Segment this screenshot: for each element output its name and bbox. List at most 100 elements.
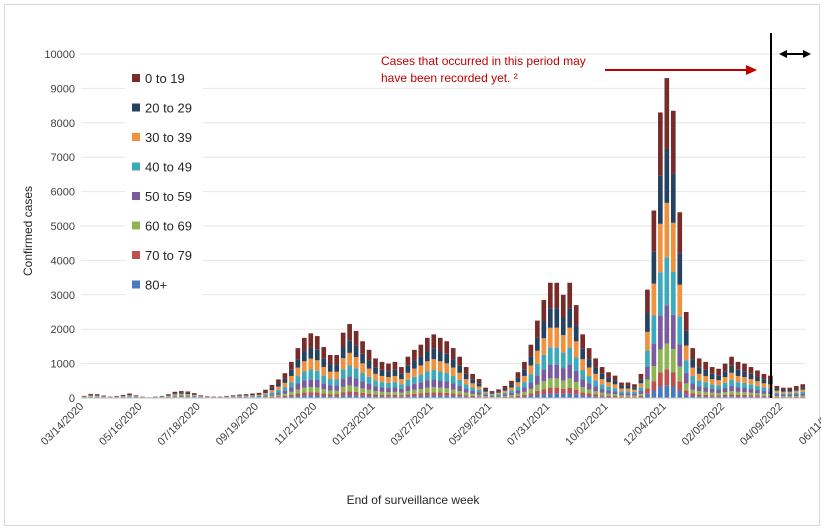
bar-segment [405, 386, 411, 391]
bar-segment [243, 394, 249, 396]
bar-segment [547, 282, 553, 309]
bar-segment [748, 367, 754, 374]
bar-segment [645, 350, 650, 367]
bar-segment [269, 395, 275, 397]
x-tick-label: 07/18/2020 [155, 401, 202, 448]
bar-segment [567, 364, 573, 379]
legend-label: 70 to 79 [145, 248, 192, 263]
bar-segment [360, 392, 365, 396]
bar-segment [256, 395, 262, 397]
bar-segment [412, 368, 417, 377]
bar-segment [522, 391, 527, 395]
x-tick-label: 03/14/2020 [39, 401, 86, 448]
bar-segment [418, 382, 424, 389]
bar-segment [276, 394, 281, 397]
bar-segment [496, 389, 501, 392]
bar-segment [185, 391, 191, 393]
bar-segment [606, 393, 611, 396]
bar-segment [729, 379, 734, 387]
bar-segment [560, 393, 566, 398]
bar-segment [554, 308, 560, 328]
bar-segment [230, 395, 236, 396]
bar-segment [399, 389, 404, 393]
bar-segment [528, 374, 534, 383]
bar-segment [651, 315, 657, 344]
bar-segment [580, 348, 586, 360]
bar-segment [787, 393, 793, 396]
bar-segment [405, 390, 411, 395]
bar-segment [88, 393, 94, 395]
bar-segment [289, 396, 294, 398]
bar-segment [651, 210, 657, 252]
bar-segment [502, 385, 508, 389]
legend-label: 60 to 69 [145, 219, 192, 234]
bar-segment [658, 386, 663, 398]
bar-segment [580, 379, 586, 388]
bar-segment [632, 395, 637, 397]
bar-segment [424, 361, 430, 372]
bar-segment [625, 385, 631, 389]
bar-segment [237, 396, 242, 398]
bar-segment [606, 382, 611, 387]
bar-segment [327, 394, 333, 397]
bar-segment [502, 394, 508, 396]
bar-segment [567, 393, 573, 398]
bar-segment [535, 363, 540, 376]
bar-segment [489, 396, 495, 398]
bar-segment [301, 387, 307, 393]
bar-segment [560, 294, 566, 318]
bar-segment [709, 395, 715, 397]
bar-segment [289, 361, 294, 370]
bar-segment [470, 387, 475, 392]
bar-segment [340, 392, 346, 396]
bar-segment [599, 392, 605, 396]
bar-segment [573, 394, 579, 398]
bar-segment [353, 378, 359, 387]
bar-segment [703, 375, 708, 383]
bar-segment [651, 283, 657, 316]
bar-segment [379, 396, 385, 398]
bar-segment [599, 384, 605, 390]
bar-segment [379, 375, 385, 383]
bar-segment [489, 394, 495, 397]
bar-segment [515, 372, 521, 378]
bar-segment [781, 389, 786, 392]
bar-segment [457, 379, 463, 387]
bar-segment [94, 395, 100, 396]
bar-segment [166, 395, 171, 396]
bar-segment [424, 351, 430, 362]
bar-segment [586, 367, 592, 377]
bar-segment [703, 396, 708, 398]
bar-segment [722, 363, 728, 372]
bar-segment [314, 370, 320, 381]
chart-frame: 0 1000 2000 3000 4000 5000 6000 7000 8000 9000 100… [4, 4, 821, 526]
bar-segment [418, 344, 424, 357]
bar-segment [709, 379, 715, 385]
bar-segment [800, 384, 806, 388]
bar-segment [509, 380, 514, 385]
bar-segment [606, 386, 611, 391]
bar-segment [463, 384, 469, 390]
bar-segment [127, 394, 132, 396]
bar-segment [690, 359, 696, 368]
bar-segment [645, 393, 650, 398]
bar-segment [412, 384, 417, 390]
bar-segment [619, 382, 624, 386]
bar-segment [696, 396, 702, 398]
bar-segment [664, 78, 670, 149]
bar-segment [567, 387, 573, 394]
bar-segment [735, 361, 741, 370]
bar-segment [256, 392, 262, 394]
legend-swatch [132, 192, 140, 200]
bar-segment [301, 361, 307, 372]
bar-segment [541, 354, 547, 370]
bar-segment [502, 390, 508, 393]
bar-segment [722, 394, 728, 397]
bar-segment [321, 393, 327, 396]
bar-segment [437, 361, 443, 372]
bar-segment [347, 385, 352, 392]
bar-segment [353, 386, 359, 392]
bar-segment [360, 395, 365, 398]
bar-segment [496, 395, 501, 397]
bar-segment [470, 395, 475, 398]
